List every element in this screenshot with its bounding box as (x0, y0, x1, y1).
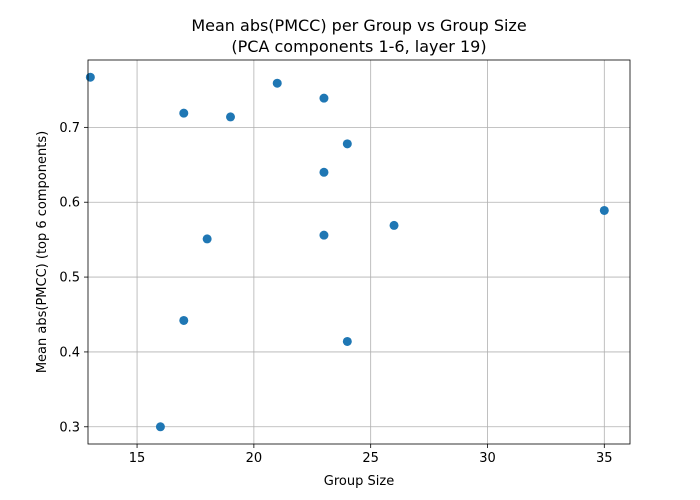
data-point (342, 336, 352, 346)
data-point (272, 78, 282, 88)
data-point (202, 234, 212, 244)
data-point (319, 230, 329, 240)
data-point (599, 205, 609, 215)
chart-subtitle: (PCA components 1-6, layer 19) (231, 37, 486, 56)
x-tick-label: 30 (479, 451, 496, 466)
x-tick-label: 35 (596, 451, 613, 466)
x-tick-label: 20 (246, 451, 263, 466)
y-tick-label: 0.3 (59, 420, 80, 435)
data-point (85, 72, 95, 82)
data-point (342, 139, 352, 149)
axis-ticks: 15 20 25 30 35 0.3 0.4 0.5 0.6 0.7 (59, 121, 612, 466)
data-points (85, 72, 609, 432)
y-tick-label: 0.5 (59, 271, 80, 286)
data-point (319, 93, 329, 103)
data-point (226, 112, 236, 122)
x-tick-label: 25 (362, 451, 379, 466)
x-tick-label: 15 (129, 451, 146, 466)
data-point (155, 422, 165, 432)
y-tick-label: 0.4 (59, 345, 80, 360)
data-point (389, 220, 399, 230)
grid-lines (88, 60, 630, 444)
chart-title: Mean abs(PMCC) per Group vs Group Size (191, 16, 526, 35)
x-axis-label: Group Size (324, 474, 394, 489)
y-tick-label: 0.7 (59, 121, 80, 136)
y-tick-label: 0.6 (59, 196, 80, 211)
plot-frame (87, 59, 631, 445)
data-point (179, 108, 189, 118)
y-axis-label: Mean abs(PMCC) (top 6 components) (35, 131, 50, 373)
data-point (179, 315, 189, 325)
data-point (319, 167, 329, 177)
